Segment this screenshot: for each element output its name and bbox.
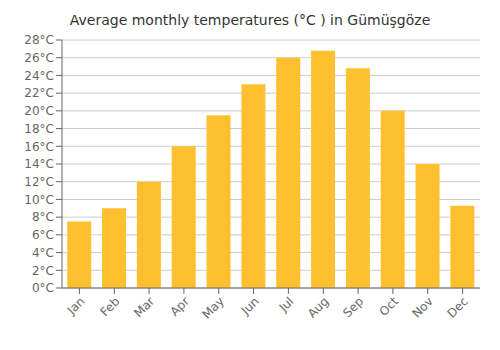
svg-text:4°C: 4°C (32, 246, 54, 260)
svg-text:Apr: Apr (167, 294, 192, 319)
svg-text:8°C: 8°C (32, 210, 54, 224)
svg-text:Sep: Sep (340, 294, 366, 320)
svg-text:12°C: 12°C (24, 175, 54, 189)
svg-text:2°C: 2°C (32, 264, 54, 278)
svg-text:Dec: Dec (444, 294, 470, 320)
svg-text:16°C: 16°C (24, 140, 54, 154)
html-text:Average monthly temperatures (: Average monthly temperatures (°C ) in Gü… (69, 12, 431, 28)
svg-text:28°C: 28°C (24, 33, 54, 47)
svg-text:Nov: Nov (409, 294, 435, 320)
svg-text:10°C: 10°C (24, 193, 54, 207)
svg-text:24°C: 24°C (24, 69, 54, 83)
svg-text:May: May (199, 294, 226, 321)
svg-text:Jun: Jun (238, 294, 262, 318)
svg-text:6°C: 6°C (32, 228, 54, 242)
svg-text:14°C: 14°C (24, 157, 54, 171)
svg-text:Aug: Aug (305, 294, 331, 320)
svg-text:20°C: 20°C (24, 104, 54, 118)
svg-text:26°C: 26°C (24, 51, 54, 65)
svg-text:Feb: Feb (97, 294, 122, 319)
svg-text:Mar: Mar (131, 294, 157, 320)
svg-text:Jan: Jan (64, 294, 88, 318)
svg-text:Jul: Jul (276, 294, 297, 315)
svg-text:0°C: 0°C (32, 281, 54, 295)
svg-text:22°C: 22°C (24, 86, 54, 100)
svg-text:18°C: 18°C (24, 122, 54, 136)
svg-text:Oct: Oct (376, 294, 401, 319)
